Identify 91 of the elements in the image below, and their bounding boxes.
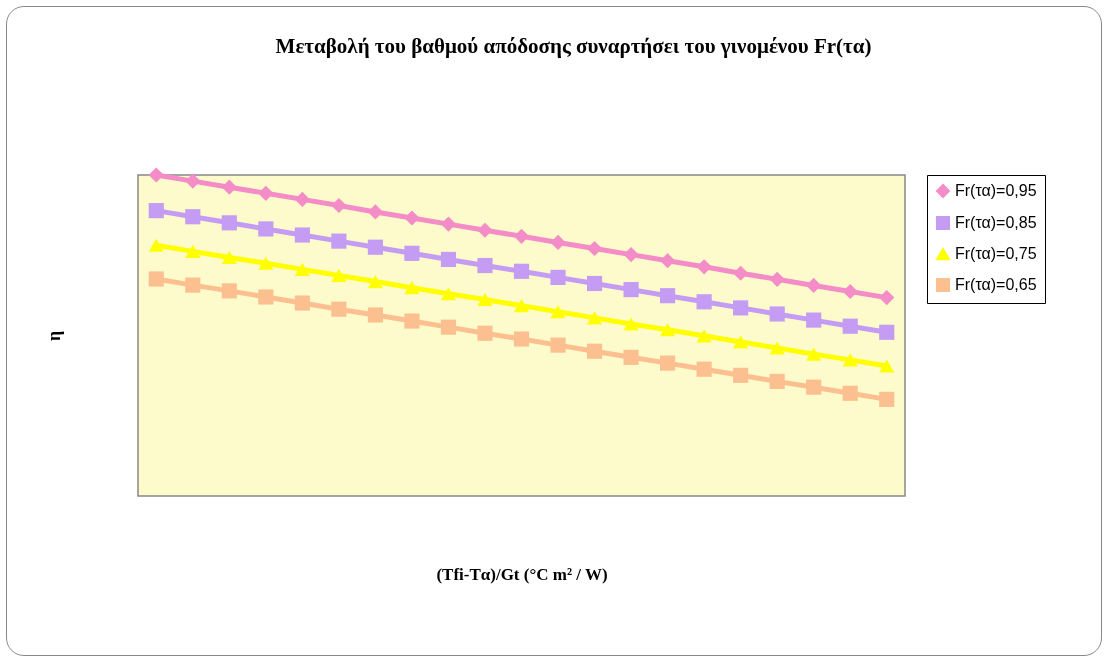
point <box>660 355 676 371</box>
point <box>550 337 566 353</box>
point <box>477 257 493 274</box>
point <box>331 268 347 283</box>
point <box>586 275 603 292</box>
point <box>221 179 237 195</box>
point <box>842 385 858 401</box>
point <box>806 379 822 395</box>
point <box>185 209 201 225</box>
point <box>660 253 676 269</box>
point <box>769 373 785 389</box>
point <box>769 271 785 287</box>
point <box>185 277 201 293</box>
point <box>696 329 712 343</box>
point <box>842 318 858 334</box>
point <box>733 265 749 281</box>
legend-label: Fr(τα)=0,65 <box>955 276 1037 293</box>
point <box>148 203 164 219</box>
point <box>623 247 639 263</box>
point <box>148 167 164 183</box>
chart-title: Μεταβολή του βαθμού απόδοσης συναρτήσει του γινομένου Fr(τα) <box>275 34 872 59</box>
point <box>258 185 274 201</box>
point <box>258 221 274 237</box>
point <box>331 233 347 249</box>
point <box>696 294 712 310</box>
point <box>148 238 164 252</box>
point <box>367 204 383 220</box>
point <box>513 263 530 279</box>
x-axis-title: (Tfi-Tα)/Gt (°C m² / W) <box>436 564 608 584</box>
point <box>367 275 383 289</box>
point <box>294 295 310 311</box>
point <box>185 244 201 258</box>
point <box>879 391 895 407</box>
point <box>842 353 858 367</box>
point <box>879 359 895 373</box>
point <box>477 325 493 341</box>
point <box>477 222 493 238</box>
point <box>404 313 420 329</box>
point <box>879 324 895 340</box>
point <box>806 312 822 328</box>
point <box>660 288 676 304</box>
point <box>294 262 310 276</box>
point <box>294 191 310 207</box>
point <box>696 259 712 275</box>
point <box>331 301 347 317</box>
point <box>806 347 822 361</box>
legend-label: Fr(τα)=0,95 <box>955 182 1037 199</box>
point <box>623 349 639 365</box>
point <box>769 306 785 322</box>
point <box>440 319 457 335</box>
point <box>331 197 347 214</box>
point <box>513 299 530 313</box>
point <box>586 311 603 325</box>
point <box>550 234 566 250</box>
point <box>586 240 603 257</box>
point <box>221 250 237 265</box>
point <box>879 290 895 306</box>
point <box>367 239 383 255</box>
point <box>842 283 858 300</box>
point <box>733 300 749 316</box>
y-axis-title: η <box>43 330 64 342</box>
point <box>806 277 822 294</box>
point <box>404 210 420 226</box>
point <box>258 289 274 305</box>
point <box>148 271 164 287</box>
point <box>367 307 383 323</box>
point <box>513 331 530 347</box>
point <box>586 343 603 359</box>
point <box>221 283 237 299</box>
point <box>221 215 237 231</box>
point <box>623 317 639 331</box>
point <box>769 341 785 355</box>
point <box>660 323 676 337</box>
point <box>440 287 457 301</box>
point <box>477 292 493 307</box>
point <box>550 269 566 285</box>
point <box>733 367 749 383</box>
point <box>258 256 274 270</box>
point <box>294 227 310 243</box>
point <box>404 245 420 261</box>
point <box>696 361 712 377</box>
point <box>185 173 201 189</box>
point <box>404 281 420 295</box>
point <box>440 251 457 268</box>
point <box>550 305 566 319</box>
point <box>440 216 457 232</box>
point <box>623 282 639 298</box>
legend-label: Fr(τα)=0,75 <box>955 245 1037 262</box>
point <box>733 335 749 349</box>
point <box>513 228 530 244</box>
legend-label: Fr(τα)=0,85 <box>955 214 1037 231</box>
